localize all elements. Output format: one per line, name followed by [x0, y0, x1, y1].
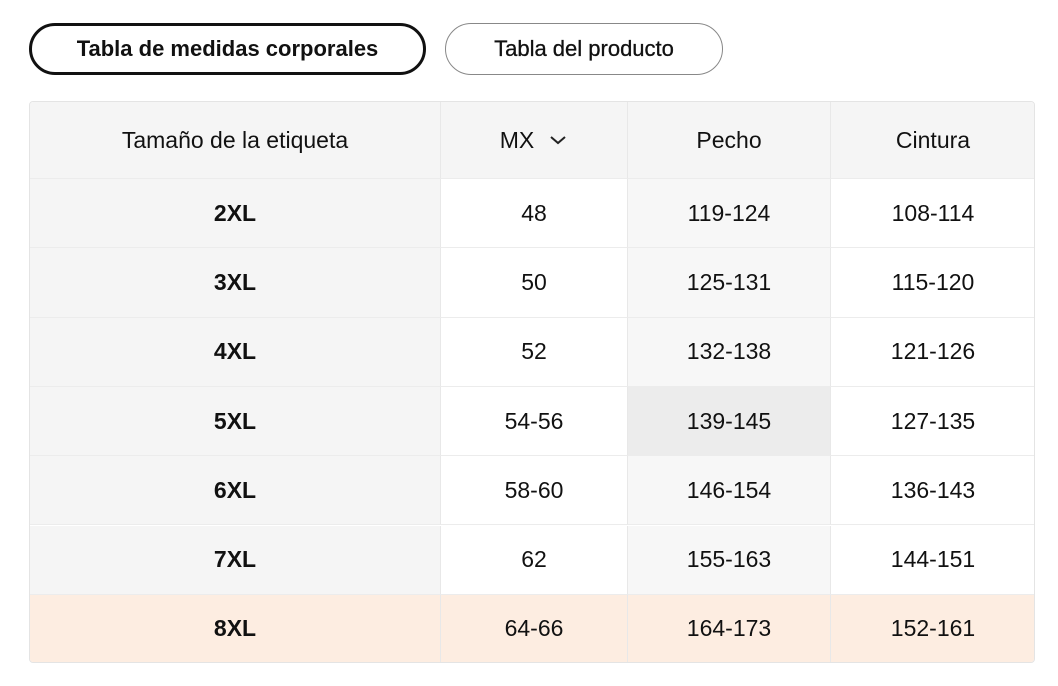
column-header: Tamaño de la etiqueta — [30, 102, 441, 179]
tab-active[interactable]: Tabla de medidas corporales — [29, 23, 426, 75]
table-cell: 50 — [441, 248, 628, 318]
table-cell: 62 — [441, 525, 628, 595]
table-cell: 108-114 — [831, 179, 1034, 249]
cell-text: 48 — [521, 199, 547, 226]
table-cell: 52 — [441, 317, 628, 387]
table-cell: 64-66 — [441, 594, 628, 662]
cell-text: 6XL — [213, 476, 257, 503]
cell-text: 139-145 — [686, 407, 772, 434]
cell-text: Tamaño de la etiqueta — [121, 126, 349, 153]
cell-text: 119-124 — [687, 199, 771, 226]
cell-text: 125-131 — [686, 268, 772, 295]
row-header: 2XL — [30, 179, 441, 249]
cell-text: 164-173 — [686, 615, 772, 642]
table-cell: 54-56 — [441, 386, 628, 457]
cell-text: 50 — [521, 268, 547, 295]
cell-text: 2XL — [213, 199, 257, 226]
table-cell: 121-126 — [831, 318, 1034, 387]
cell-text: 5XL — [213, 407, 257, 434]
size-table: Tamaño de la etiqueta MX Pecho Cintura 2XL 48… — [29, 101, 1035, 663]
row-header: 3XL — [30, 248, 441, 318]
table-cell: 155-163 — [628, 525, 831, 595]
tab[interactable]: Tabla del producto — [445, 23, 723, 75]
table-cell: 139-145 — [628, 386, 831, 457]
cell-text: Cintura — [895, 126, 971, 153]
column-header[interactable]: MX — [441, 102, 628, 179]
column-header: Pecho — [628, 102, 831, 179]
cell-text: 121-126 — [890, 338, 976, 365]
table-cell: 132-138 — [628, 317, 831, 387]
cell-text: 8XL — [213, 615, 257, 642]
table-cell: 48 — [441, 179, 628, 249]
cell-text: 64-66 — [504, 615, 564, 642]
cell-text: 54-56 — [504, 407, 564, 434]
table-cell: 136-143 — [831, 456, 1034, 526]
cell-text: 115-120 — [891, 268, 975, 295]
cell-text: Pecho — [696, 126, 762, 153]
table-cell: 125-131 — [628, 248, 831, 318]
table-cell: 164-173 — [628, 594, 831, 662]
row-header: 8XL — [30, 594, 441, 662]
cell-text: MX — [499, 126, 535, 153]
cell-text: 146-154 — [686, 476, 772, 503]
cell-text: 108-114 — [891, 199, 975, 226]
cell-text: 136-143 — [890, 476, 976, 503]
dropdown-chevron — [550, 136, 566, 145]
cell-text: 132-138 — [686, 338, 772, 365]
cell-text: 152-161 — [890, 615, 976, 642]
table-cell: 119-124 — [628, 179, 831, 249]
row-header: 6XL — [30, 456, 441, 526]
table-cell: 144-151 — [831, 526, 1034, 595]
cell-text: 3XL — [213, 268, 257, 295]
cell-text: 62 — [521, 546, 547, 573]
cell-text: 144-151 — [890, 546, 976, 573]
table-cell: 115-120 — [831, 248, 1034, 318]
row-header: 5XL — [30, 386, 441, 457]
cell-text: 155-163 — [686, 546, 772, 573]
table-cell: 146-154 — [628, 456, 831, 526]
cell-text: 4XL — [213, 338, 257, 365]
tab-label: Tabla de medidas corporales — [76, 36, 379, 61]
cell-text: 58-60 — [504, 476, 564, 503]
row-header: 7XL — [30, 525, 441, 595]
table-cell: 152-161 — [831, 594, 1034, 662]
cell-text: 52 — [521, 338, 547, 365]
cell-text: 127-135 — [890, 407, 976, 434]
tab-label: Tabla del producto — [494, 36, 674, 61]
table-cell: 58-60 — [441, 456, 628, 526]
column-header: Cintura — [831, 102, 1034, 179]
cell-text: 7XL — [213, 546, 257, 573]
row-header: 4XL — [30, 317, 441, 387]
table-cell: 127-135 — [831, 387, 1034, 457]
